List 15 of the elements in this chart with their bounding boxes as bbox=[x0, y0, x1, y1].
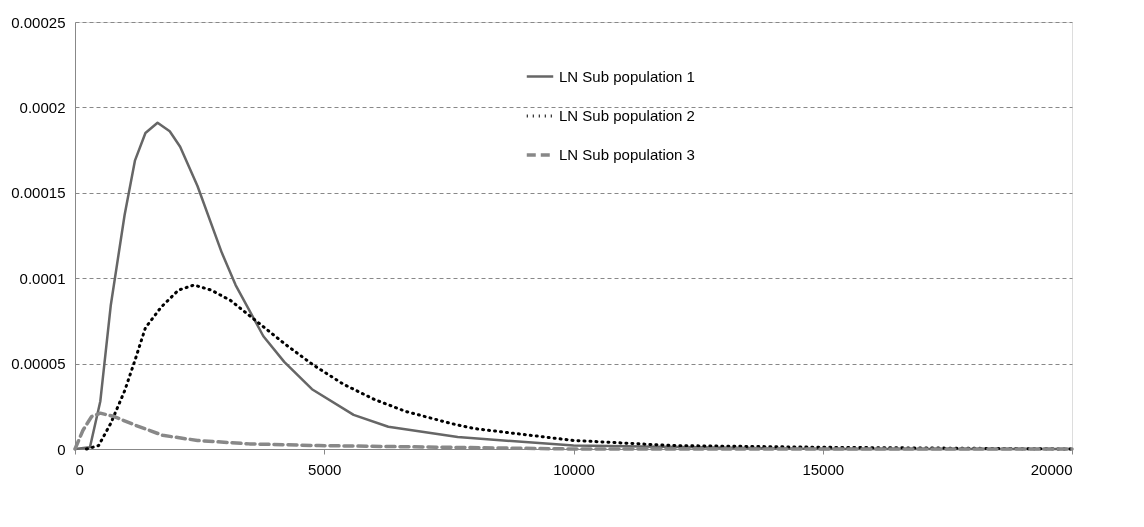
y-tick-label: 0.00005 bbox=[11, 355, 66, 373]
y-tick-label: 0.00025 bbox=[11, 13, 66, 31]
line-series bbox=[84, 283, 1074, 451]
x-tick-label: 0 bbox=[75, 460, 84, 478]
x-tick-label: 10000 bbox=[553, 460, 595, 478]
legend-label: LN Sub population 1 bbox=[559, 67, 695, 85]
x-tick-label: 20000 bbox=[1030, 460, 1073, 478]
legend-label: LN Sub population 3 bbox=[559, 146, 695, 163]
x-tick-label: 5000 bbox=[308, 460, 342, 478]
x-tick-label: 15000 bbox=[802, 460, 845, 478]
legend-label: LN Sub population 2 bbox=[559, 107, 695, 124]
y-tick-label: 0.0002 bbox=[19, 98, 66, 116]
y-tick-label: 0.00015 bbox=[11, 184, 66, 202]
y-tick-label: 0 bbox=[57, 440, 66, 458]
y-tick-label: 0.0001 bbox=[19, 269, 66, 287]
